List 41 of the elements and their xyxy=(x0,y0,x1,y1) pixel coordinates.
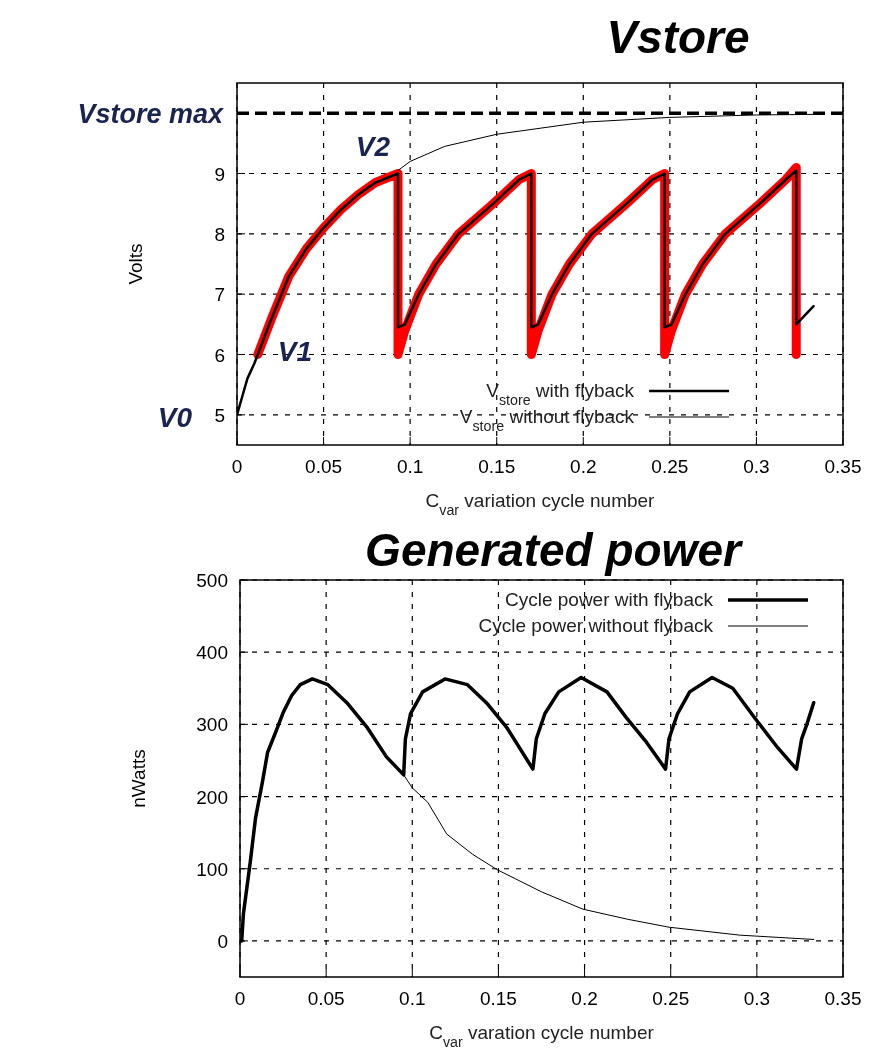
x-tick-label: 0.15 xyxy=(479,988,517,1009)
y-tick-label: 300 xyxy=(196,714,228,736)
x-tick-label: 0.05 xyxy=(305,456,343,477)
y-tick-label: 0 xyxy=(217,930,228,952)
x-tick-label: 0.2 xyxy=(571,988,598,1009)
y-axis-title: Volts xyxy=(125,243,146,285)
y-tick-label: 9 xyxy=(214,163,225,185)
x-tick-label: 0.35 xyxy=(824,456,862,477)
y-tick-label: 500 xyxy=(196,570,228,591)
x-tick-label: 0.15 xyxy=(478,456,516,477)
x-axis-title: C$_{var}$ variation cycle number xyxy=(425,490,656,518)
chart-title: Vstore xyxy=(606,11,750,63)
chart-title: Generated power xyxy=(365,524,743,576)
x-tick-label: 0.2 xyxy=(570,456,597,477)
x-tick-label: 0 xyxy=(234,988,246,1009)
y-tick-label: 7 xyxy=(214,284,225,306)
x-tick-label: 0 xyxy=(231,456,243,477)
x-tick-label: 0.05 xyxy=(307,988,345,1009)
annotation: V0 xyxy=(157,401,193,433)
y-tick-label: 200 xyxy=(196,786,228,808)
y-tick-label: 6 xyxy=(214,344,225,366)
y-tick-label: 8 xyxy=(214,223,225,245)
legend-label: Cycle power without flyback xyxy=(478,615,714,636)
y-tick-label: 400 xyxy=(196,642,228,664)
x-tick-label: 0.25 xyxy=(652,988,690,1009)
x-tick-label: 0.1 xyxy=(399,988,426,1009)
ref-line-label: Vstore max xyxy=(77,99,224,130)
legend-label: V$_{store}$ with flyback xyxy=(486,380,635,408)
x-tick-label: 0.25 xyxy=(651,456,689,477)
y-tick-label: 5 xyxy=(214,404,225,426)
y-axis-title: nWatts xyxy=(128,749,149,808)
annotation: V1 xyxy=(277,335,313,367)
x-axis-title: C$_{var}$ varation cycle number xyxy=(429,1022,655,1048)
legend-label: Cycle power with flyback xyxy=(504,589,714,610)
x-tick-label: 0.1 xyxy=(396,456,424,477)
x-tick-label: 0.35 xyxy=(824,988,862,1009)
annotation: V2 xyxy=(355,130,391,162)
x-tick-label: 0.3 xyxy=(743,988,771,1009)
x-tick-label: 0.3 xyxy=(743,456,770,477)
y-tick-label: 100 xyxy=(196,858,228,880)
legend-label: V$_{store}$ without flyback xyxy=(459,406,635,434)
